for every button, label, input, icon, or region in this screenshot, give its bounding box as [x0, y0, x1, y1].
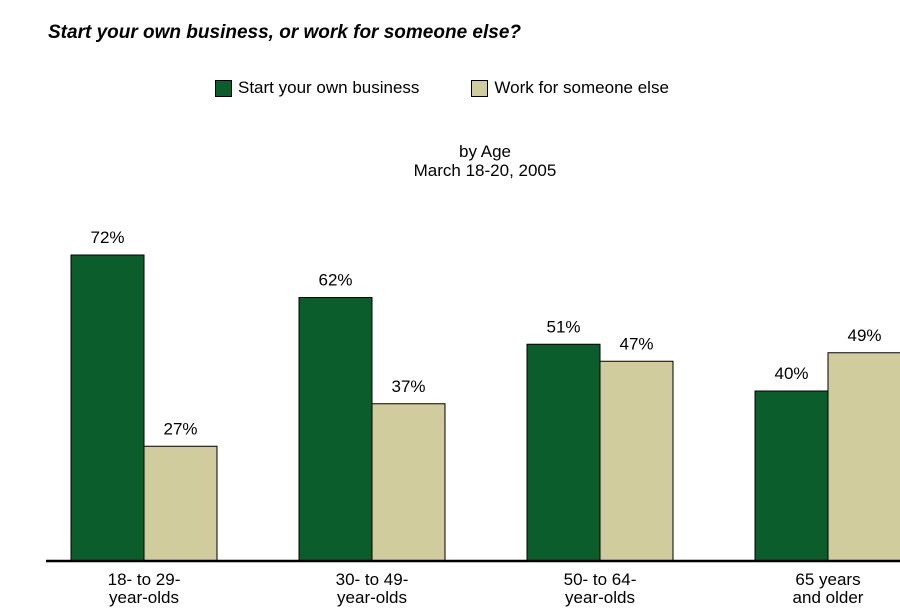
data-label-own-business-2: 62%	[318, 271, 352, 290]
data-label-someone-else-2: 37%	[391, 377, 425, 396]
category-label-3-line-2: year-olds	[565, 588, 635, 607]
legend-swatch-someone-else	[471, 79, 489, 97]
data-label-someone-else-4: 49%	[847, 326, 881, 345]
bar-own-business-4	[754, 390, 829, 562]
data-label-own-business-3: 51%	[546, 317, 580, 336]
data-label-own-business-4: 40%	[774, 364, 808, 383]
bar-someone-else-2	[371, 403, 446, 562]
chart-subtitle-line-2: March 18-20, 2005	[413, 161, 557, 180]
bar-own-business-3	[526, 343, 601, 562]
bar-someone-else-3	[599, 360, 674, 562]
category-label-4-line-2: and older	[793, 588, 864, 607]
category-label-3-line-1: 50- to 64-	[564, 570, 637, 589]
category-label-4-line-1: 65 years	[795, 570, 860, 589]
bar-someone-else-1	[143, 445, 218, 562]
bar-someone-else-4	[827, 352, 900, 562]
legend-label-own-business: Start your own business	[238, 78, 420, 97]
category-label-1-line-1: 18- to 29-	[108, 570, 181, 589]
bar-own-business-2	[298, 297, 373, 562]
data-label-someone-else-3: 47%	[619, 334, 653, 353]
category-label-2-line-1: 30- to 49-	[336, 570, 409, 589]
chart-legend: Start your own business Work for someone…	[215, 78, 721, 98]
legend-item-someone-else: Work for someone else	[471, 78, 669, 98]
category-label-1-line-2: year-olds	[109, 588, 179, 607]
legend-label-someone-else: Work for someone else	[494, 78, 669, 97]
chart-subtitle-line-1: by Age	[459, 142, 511, 161]
bar-own-business-1	[70, 254, 145, 562]
legend-swatch-own-business	[215, 79, 232, 97]
data-label-someone-else-1: 27%	[163, 419, 197, 438]
data-label-own-business-1: 72%	[90, 228, 124, 247]
chart-title: Start your own business, or work for som…	[48, 22, 521, 43]
legend-item-own-business: Start your own business	[215, 78, 419, 98]
category-label-2-line-2: year-olds	[337, 588, 407, 607]
